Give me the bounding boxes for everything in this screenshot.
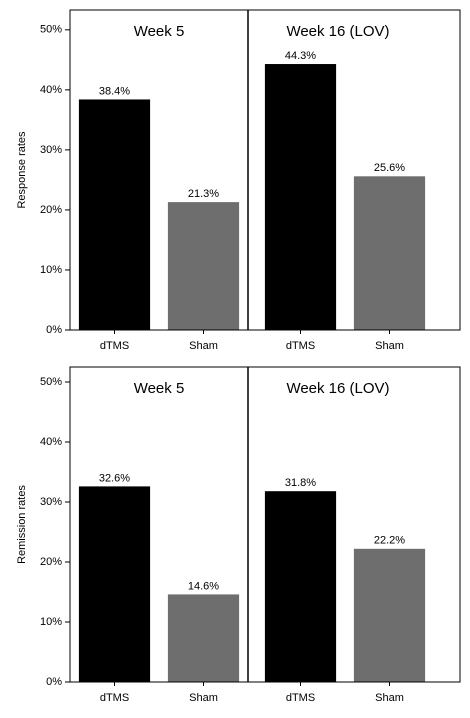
value-label: 44.3% [285, 50, 316, 62]
panel-title: Week 16 (LOV) [286, 23, 389, 40]
x-tick-label: Sham [189, 692, 218, 704]
y-tick-label: 20% [40, 204, 62, 216]
value-label: 21.3% [188, 188, 219, 200]
bar [264, 491, 337, 682]
value-label: 38.4% [99, 85, 130, 97]
x-tick-label: Sham [375, 340, 404, 352]
y-tick-label: 10% [40, 616, 62, 628]
x-tick-label: Sham [189, 340, 218, 352]
panel-title: Week 16 (LOV) [286, 380, 389, 397]
bar [353, 548, 426, 682]
plot-frame [69, 366, 461, 683]
plot-frame [69, 9, 461, 331]
bar [264, 64, 337, 331]
y-tick-label: 0% [46, 676, 62, 688]
x-tick-label: Sham [375, 692, 404, 704]
y-tick-label: 50% [40, 24, 62, 36]
bar [167, 594, 240, 682]
x-tick-label: dTMS [100, 692, 129, 704]
y-tick-label: 30% [40, 144, 62, 156]
bar [78, 99, 151, 331]
x-tick-label: dTMS [286, 340, 315, 352]
y-tick-label: 10% [40, 264, 62, 276]
value-label: 25.6% [374, 162, 405, 174]
bar [167, 202, 240, 330]
y-tick-label: 40% [40, 436, 62, 448]
y-tick-label: 30% [40, 496, 62, 508]
y-axis-label: Remission rates [16, 485, 28, 564]
value-label: 14.6% [188, 580, 219, 592]
value-label: 31.8% [285, 477, 316, 489]
panel-title: Week 5 [134, 380, 185, 397]
x-tick-label: dTMS [100, 340, 129, 352]
value-label: 32.6% [99, 472, 130, 484]
y-tick-label: 0% [46, 324, 62, 336]
x-tick-label: dTMS [286, 692, 315, 704]
y-tick-label: 40% [40, 84, 62, 96]
panel-title: Week 5 [134, 23, 185, 40]
y-tick-label: 20% [40, 556, 62, 568]
y-tick-label: 50% [40, 376, 62, 388]
y-axis-label: Response rates [16, 131, 28, 209]
bar [353, 176, 426, 330]
bar [78, 486, 151, 682]
value-label: 22.2% [374, 535, 405, 547]
